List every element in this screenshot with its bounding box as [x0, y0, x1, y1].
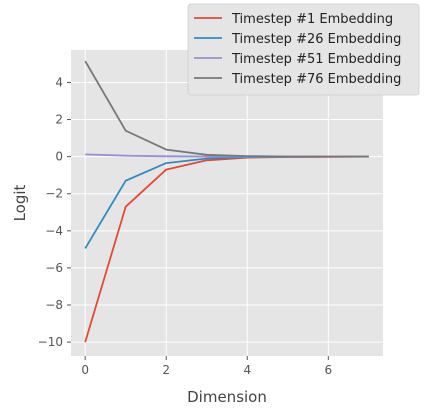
- y-tick-label: −4: [45, 224, 63, 238]
- plot-background: [71, 50, 383, 356]
- legend-label: Timestep #26 Embedding: [231, 32, 401, 47]
- legend-label: Timestep #51 Embedding: [231, 52, 401, 67]
- legend-box: [187, 3, 420, 96]
- y-tick-label: 0: [55, 150, 63, 164]
- x-tick-label: 6: [324, 363, 332, 377]
- x-tick-label: 0: [81, 363, 89, 377]
- y-tick-label: −10: [38, 335, 63, 349]
- x-tick-label: 4: [243, 363, 251, 377]
- y-tick-label: 4: [55, 75, 63, 89]
- y-tick-label: −6: [45, 261, 63, 275]
- legend-label: Timestep #76 Embedding: [231, 72, 401, 87]
- x-axis-ticks: 0 2 4 6: [81, 356, 332, 377]
- y-tick-label: −2: [45, 187, 63, 201]
- x-tick-label: 2: [162, 363, 170, 377]
- y-axis-ticks: −10 −8 −6 −4 −2 0 2 4: [38, 75, 71, 349]
- x-axis-label: Dimension: [187, 388, 267, 406]
- series-lines: [84, 60, 369, 343]
- y-tick-label: −8: [45, 298, 63, 312]
- series-line-4: [84, 60, 369, 158]
- y-tick-label: 2: [55, 113, 63, 127]
- legend-label: Timestep #1 Embedding: [231, 12, 393, 27]
- y-axis-label: Logit: [11, 184, 29, 221]
- legend: Timestep #1 Embedding Timestep #26 Embedd…: [187, 3, 420, 96]
